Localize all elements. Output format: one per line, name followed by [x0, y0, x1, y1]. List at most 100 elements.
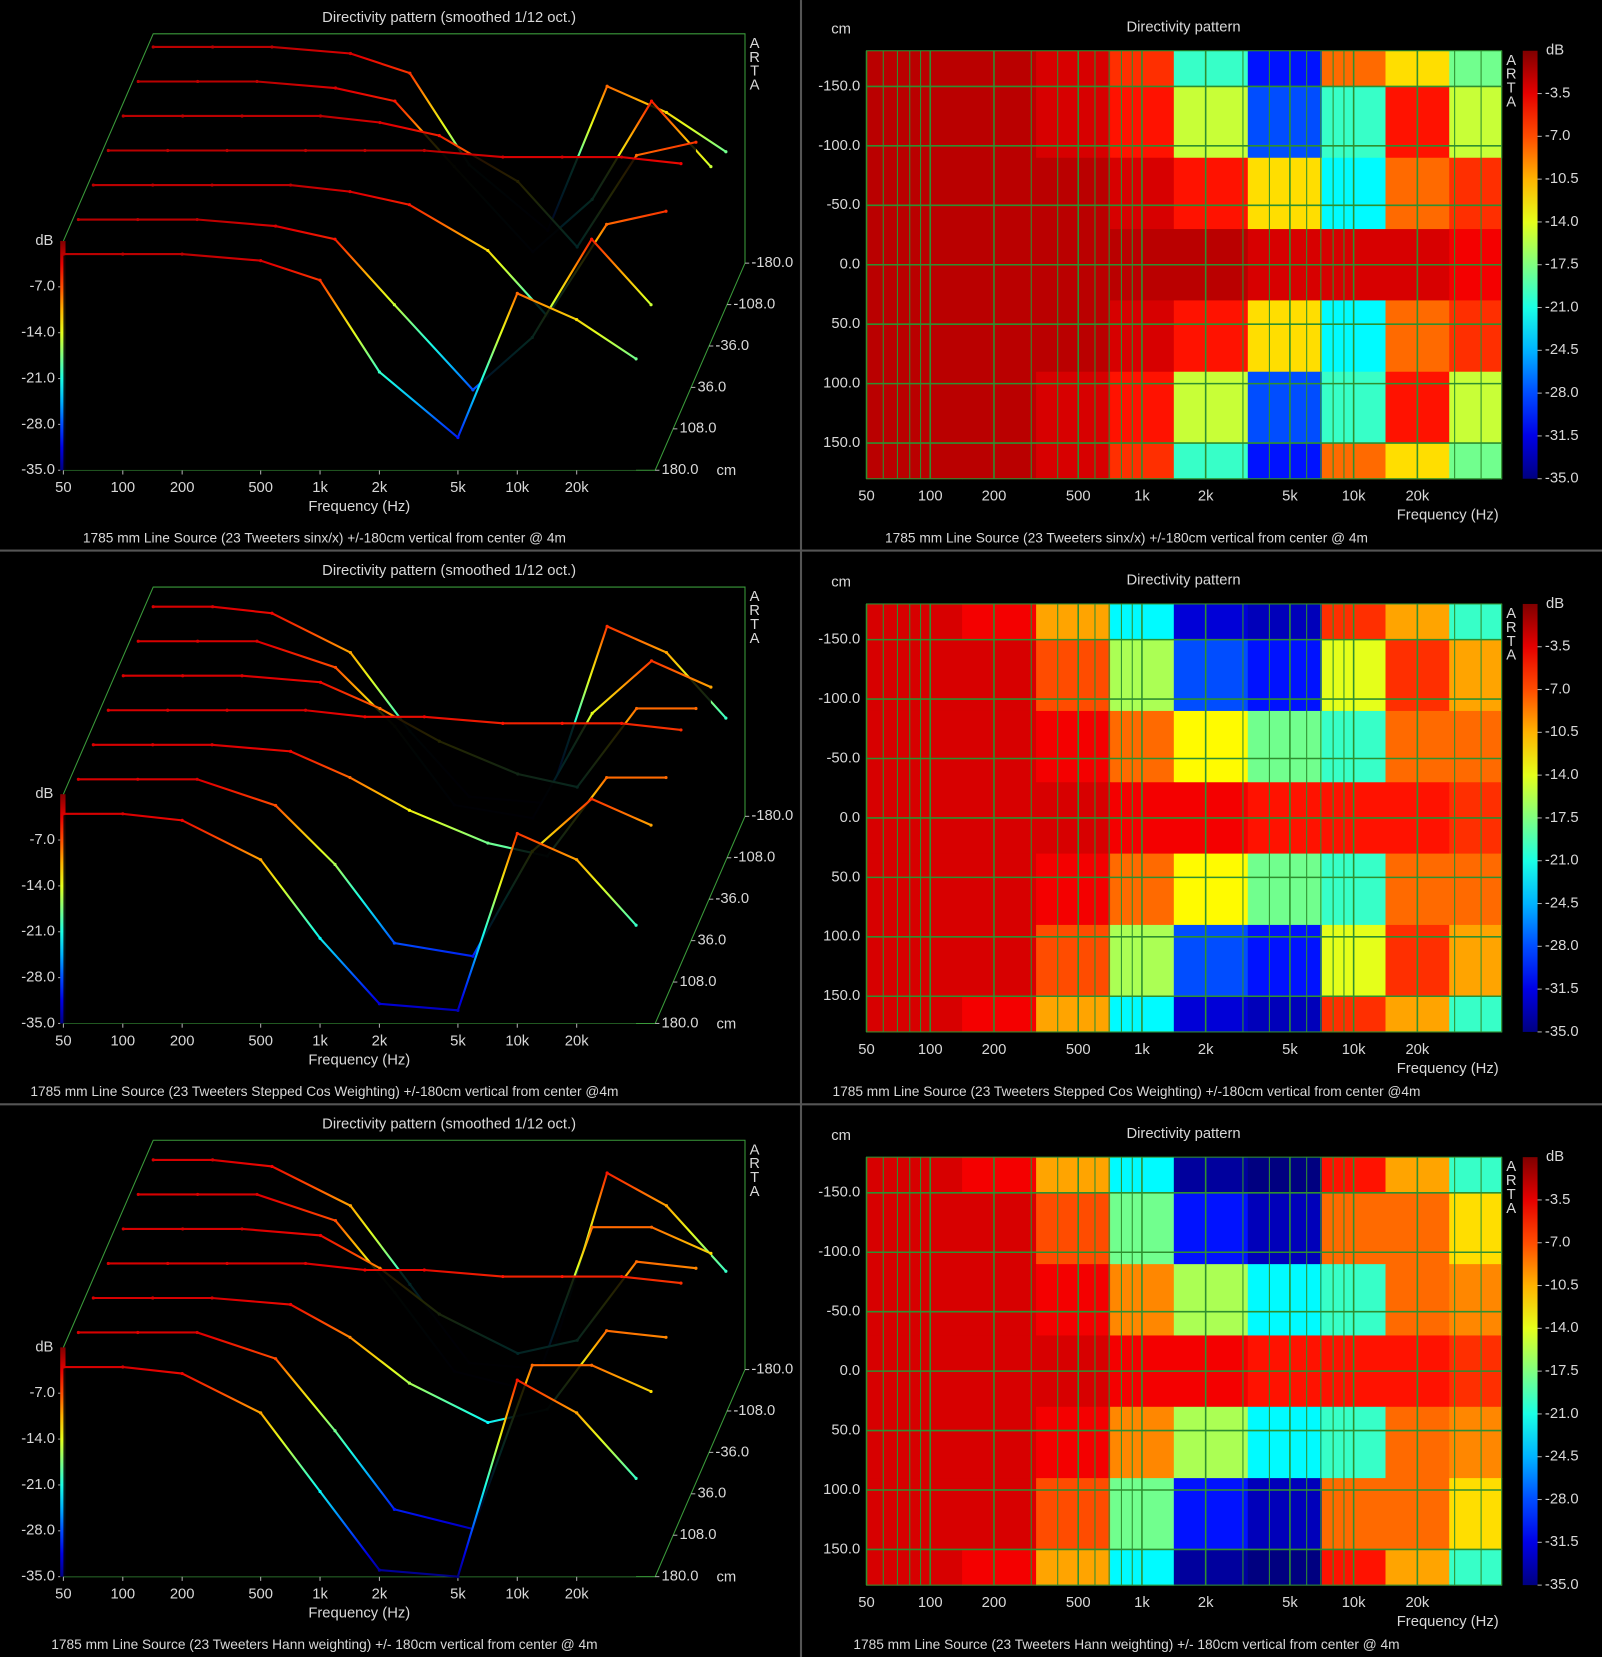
response-point [211, 605, 215, 609]
x-tick-label: 20k [565, 1033, 589, 1049]
colorbar-tick-label: -35.0 [1545, 1577, 1579, 1593]
response-point [377, 370, 382, 374]
depth-tick-label: -180.0 [751, 255, 793, 271]
response-point [456, 1008, 460, 1012]
depth-tick-label: 36.0 [697, 933, 726, 949]
response-point [255, 79, 259, 84]
x-tick-label: 200 [982, 1595, 1007, 1611]
heat-cell [1173, 603, 1249, 641]
x-tick-label: 100 [110, 1587, 135, 1603]
z-tick-label: -35.0 [21, 1015, 55, 1031]
x-tick-label: 20k [1405, 1595, 1429, 1611]
response-point [486, 1420, 490, 1425]
response-point [333, 1219, 338, 1223]
z-tick-label: -14.0 [21, 878, 55, 894]
x-tick-label: 2k [372, 1587, 388, 1603]
response-point [348, 189, 352, 194]
y-tick-label: 100.0 [823, 376, 860, 392]
heat-cell [1449, 300, 1503, 373]
heat-cell [962, 1157, 1037, 1194]
heat-cell [866, 603, 899, 641]
heat-cell [1449, 1549, 1503, 1586]
response-point [136, 217, 140, 222]
depth-axis-label: cm [716, 1016, 736, 1032]
response-point [471, 954, 475, 958]
x-tick-label: 5k [1282, 1595, 1298, 1611]
heat-cell [1173, 924, 1249, 997]
response-point [694, 706, 698, 711]
y-tick-label: -50.0 [826, 197, 860, 213]
heat-cell [1449, 924, 1503, 997]
response-point [393, 99, 397, 103]
y-tick-label: 50.0 [831, 1422, 860, 1438]
x-tick-label: 50 [55, 1033, 71, 1049]
response-point [694, 140, 698, 144]
watermark: ARTA [1503, 606, 1519, 662]
response-point [620, 721, 624, 725]
caption: 1785 mm Line Source (23 Tweeters Stepped… [30, 1084, 618, 1099]
colorbar-tick-label: -24.5 [1545, 342, 1579, 358]
colorbar-tick-label: -31.5 [1545, 981, 1579, 997]
colorbar-tick-label: -35.0 [1545, 471, 1579, 487]
z-tick-label: -28.0 [21, 1523, 55, 1539]
response-point [225, 148, 229, 153]
colorbar-label: dB [1546, 43, 1564, 59]
response-point [270, 1164, 274, 1169]
response-point [407, 203, 411, 207]
response-point [649, 303, 653, 307]
response-point [486, 248, 490, 253]
heat-cell [1449, 50, 1503, 87]
curve-fill [63, 813, 637, 1024]
x-tick-label: 200 [982, 489, 1007, 505]
separator [0, 1103, 1602, 1106]
response-point [240, 1227, 244, 1231]
response-point [76, 217, 80, 222]
x-tick-label: 500 [1066, 489, 1091, 505]
colorbar-tick-label: -31.5 [1545, 1534, 1579, 1550]
response-point [348, 1204, 353, 1208]
chart-title: Directivity pattern [1126, 573, 1240, 589]
heat-cell [1173, 996, 1249, 1033]
heat-cell [962, 371, 1037, 444]
response-point [259, 259, 263, 263]
x-tick-label: 50 [858, 1042, 874, 1058]
response-point [61, 252, 65, 256]
response-point [180, 252, 184, 256]
z-tick-label: -35.0 [21, 1569, 55, 1585]
heat-cell [1036, 710, 1111, 783]
response-curve [78, 218, 652, 392]
heat-cell [962, 603, 1037, 641]
heat-cell [1247, 603, 1323, 641]
response-point [724, 1269, 728, 1273]
x-tick-label: 100 [918, 489, 943, 505]
heat-cell [962, 50, 1037, 87]
heat-cell [866, 1478, 899, 1550]
heat-cell [866, 1406, 899, 1479]
depth-tick-label: 36.0 [697, 379, 726, 395]
heat-cell [1036, 300, 1111, 373]
z-tick-label: -7.0 [29, 279, 54, 295]
heat-cell [1449, 1192, 1503, 1265]
response-point [259, 858, 263, 862]
response-point [664, 1335, 668, 1339]
heat-cell [1173, 1264, 1249, 1336]
colorbar-tick-label: -10.5 [1545, 1277, 1579, 1293]
heat-cell [1449, 1406, 1503, 1479]
heat-cell [1173, 1192, 1249, 1265]
heat-cell [1173, 300, 1249, 373]
x-tick-label: 1k [312, 1033, 328, 1049]
heat-cell [1449, 1264, 1503, 1336]
response-curve [78, 1331, 652, 1531]
heat-cell [1449, 996, 1503, 1033]
colorbar-tick-label: -3.5 [1545, 1192, 1570, 1208]
depth-axis-label: cm [716, 1570, 736, 1586]
z-axis-label: dB [35, 786, 53, 802]
y-tick-label: 150.0 [823, 1541, 860, 1557]
response-point [363, 715, 367, 719]
response-point [649, 99, 654, 103]
heat-cell [1173, 86, 1249, 159]
response-point [76, 1330, 80, 1335]
heat-cell [1173, 50, 1249, 87]
colorbar-tick-label: -7.0 [1545, 128, 1570, 144]
x-tick-label: 500 [248, 1587, 273, 1603]
